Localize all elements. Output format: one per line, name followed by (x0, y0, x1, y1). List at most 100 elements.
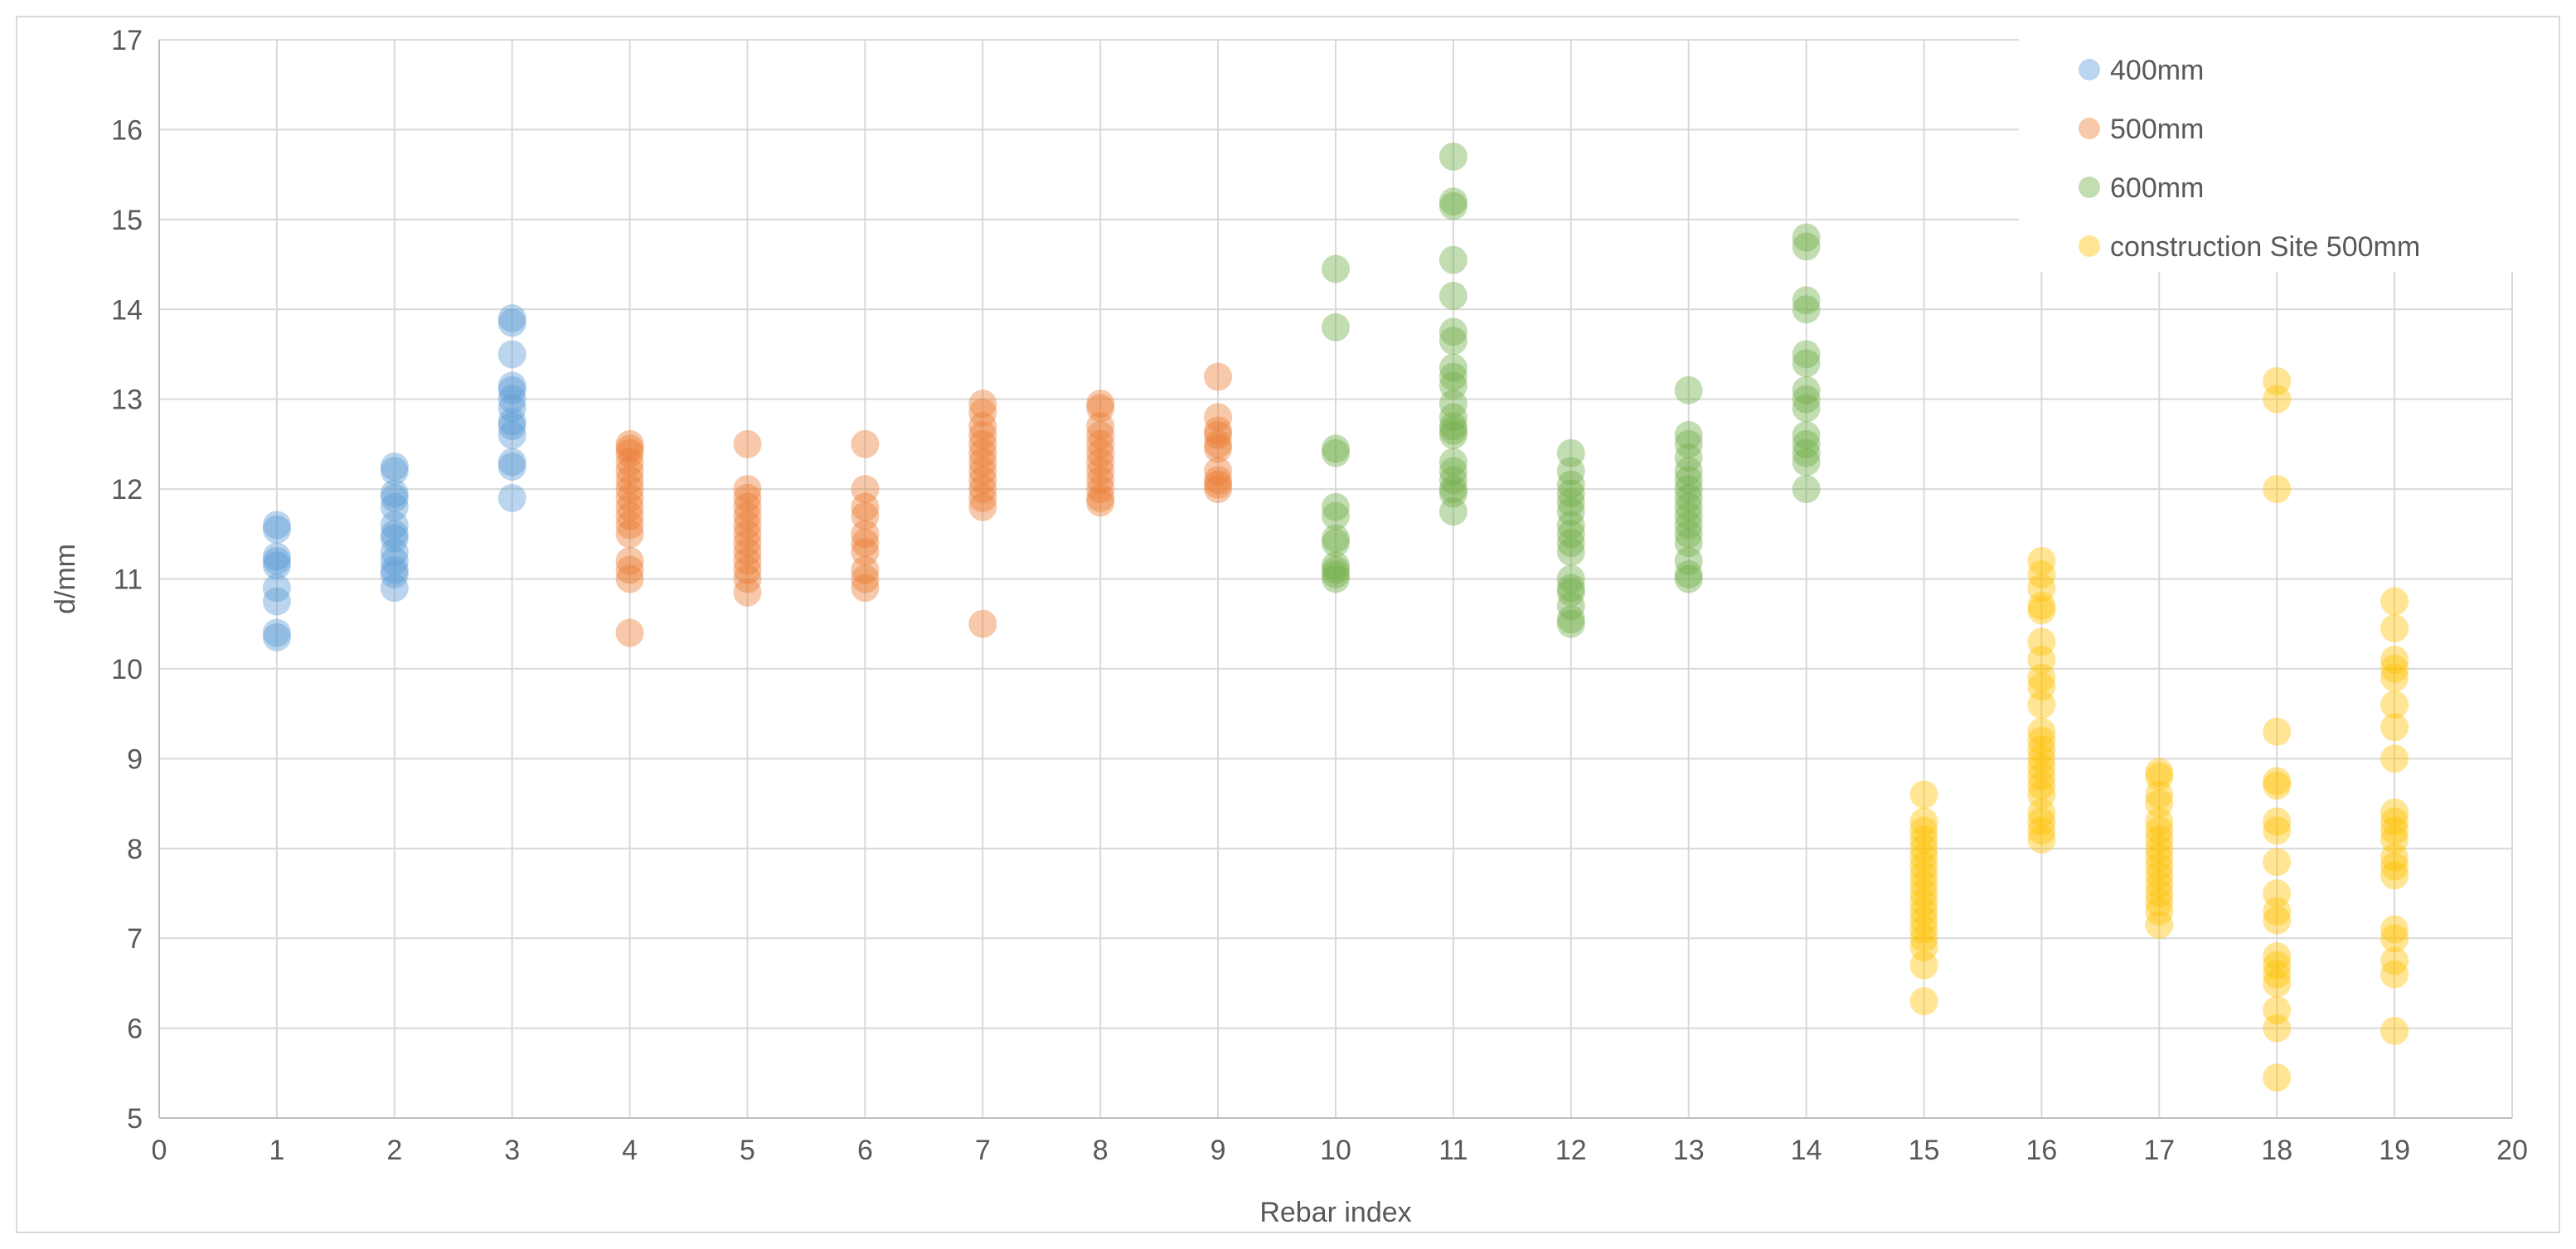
data-point (2027, 717, 2056, 746)
legend-box (2019, 31, 2529, 272)
x-tick-label: 5 (740, 1135, 755, 1166)
data-point (1792, 421, 1821, 450)
data-point (497, 394, 526, 423)
data-point (1322, 501, 1350, 530)
data-point (2145, 870, 2174, 899)
x-tick-label: 19 (2379, 1135, 2410, 1166)
data-point (2380, 960, 2409, 989)
legend-label: 400mm (2110, 55, 2204, 86)
data-point (262, 551, 291, 580)
data-point (1322, 312, 1350, 341)
data-point (2263, 897, 2292, 926)
data-point (497, 452, 526, 481)
legend-label: 600mm (2110, 172, 2204, 204)
data-point (1204, 403, 1233, 432)
data-point (2263, 807, 2292, 836)
y-tick-label: 5 (127, 1103, 143, 1135)
data-point (2263, 995, 2292, 1024)
y-tick-label: 16 (111, 114, 143, 146)
data-point (1674, 421, 1703, 450)
data-point (968, 483, 997, 512)
data-point (1438, 371, 1467, 400)
data-point (1909, 852, 1938, 881)
data-point (1674, 466, 1703, 495)
data-point (1909, 870, 1938, 899)
data-point (380, 520, 409, 549)
data-point (1909, 861, 1938, 890)
x-tick-label: 16 (2025, 1135, 2057, 1166)
data-point (1438, 475, 1467, 504)
data-point (1204, 457, 1233, 486)
data-point (968, 492, 997, 521)
data-point (2027, 663, 2056, 692)
data-point (2027, 726, 2056, 755)
data-point (733, 501, 762, 530)
data-point (2145, 789, 2174, 818)
data-point (1322, 438, 1350, 467)
data-point (615, 466, 644, 495)
data-point (733, 520, 762, 549)
x-tick-label: 7 (975, 1135, 991, 1166)
data-point (2145, 816, 2174, 845)
data-point (380, 479, 409, 508)
data-point (2145, 910, 2174, 939)
data-point (1204, 416, 1233, 445)
data-point (1674, 546, 1703, 575)
data-point (851, 501, 880, 530)
data-point (1556, 564, 1585, 593)
series-1-points (615, 362, 1233, 647)
data-point (2380, 852, 2409, 881)
data-point (968, 466, 997, 495)
data-point (2263, 1063, 2292, 1092)
data-point (2145, 897, 2174, 926)
data-point (2263, 475, 2292, 504)
data-point (262, 542, 291, 571)
data-point (1204, 470, 1233, 499)
data-point (968, 398, 997, 427)
data-point (615, 546, 644, 575)
data-point (380, 546, 409, 575)
x-tick-label: 18 (2261, 1135, 2292, 1166)
data-point (1909, 915, 1938, 944)
data-point (1438, 421, 1467, 450)
y-tick-label: 13 (111, 385, 143, 416)
data-point (615, 555, 644, 584)
data-point (733, 546, 762, 575)
x-tick-label: 11 (1438, 1135, 1467, 1166)
data-point (1909, 780, 1938, 809)
data-point (2145, 834, 2174, 863)
y-tick-label: 6 (127, 1014, 143, 1045)
data-point (1909, 888, 1938, 917)
series-0-points (262, 304, 526, 651)
data-point (1086, 488, 1115, 517)
data-point (615, 492, 644, 521)
x-tick-label: 0 (152, 1135, 167, 1166)
data-point (851, 520, 880, 549)
x-tick-label: 9 (1210, 1135, 1226, 1166)
data-point (1556, 574, 1585, 603)
data-point (1674, 501, 1703, 530)
x-tick-label: 12 (1555, 1135, 1587, 1166)
data-point (1792, 232, 1821, 261)
y-tick-label: 14 (111, 294, 143, 326)
data-point (1792, 475, 1821, 504)
data-point (851, 475, 880, 504)
data-point (1438, 191, 1467, 220)
data-point (1556, 479, 1585, 508)
data-point (968, 429, 997, 458)
data-point (733, 578, 762, 607)
data-point (851, 529, 880, 558)
data-point (380, 452, 409, 481)
data-point (2027, 596, 2056, 625)
data-point (1674, 560, 1703, 589)
data-point (1674, 564, 1703, 593)
data-point (1438, 317, 1467, 346)
data-point (2027, 807, 2056, 836)
data-point (2263, 366, 2292, 395)
data-point (1556, 488, 1585, 517)
data-point (2145, 852, 2174, 881)
data-point (1674, 520, 1703, 549)
data-point (1322, 560, 1350, 589)
